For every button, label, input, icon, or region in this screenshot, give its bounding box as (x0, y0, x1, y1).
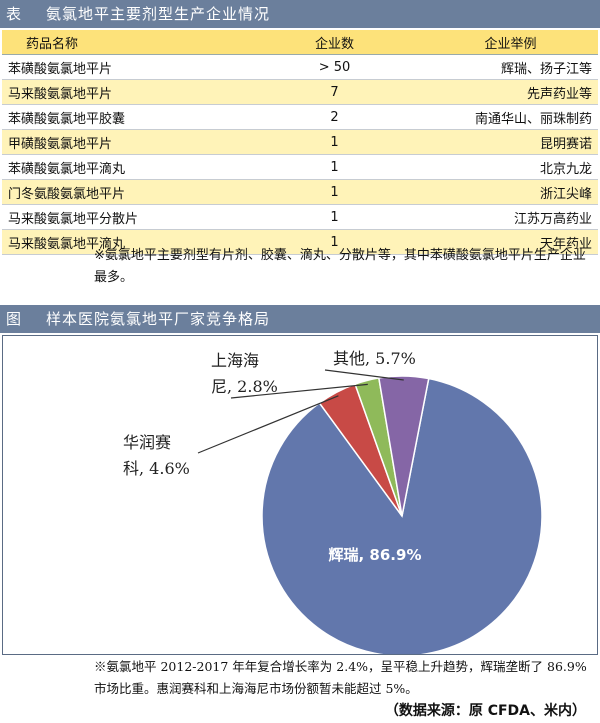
pie-slice-3 (377, 375, 430, 517)
cell-count: > 50 (246, 54, 423, 80)
label-shanghai-line2: 尼, 2.8% (211, 377, 278, 396)
cell-drug: 马来酸氨氯地平分散片 (2, 204, 246, 230)
cell-count: 1 (246, 204, 423, 230)
leader-line-3 (324, 369, 404, 381)
cell-drug: 马来酸氨氯地平滴丸 (2, 229, 246, 255)
leader-line-2 (230, 383, 368, 399)
label-other: 其他, 5.7% (333, 349, 416, 368)
cell-examples: 北京九龙 (423, 154, 598, 180)
table-title: 氨氯地平主要剂型生产企业情况 (46, 5, 271, 23)
cell-examples: 南通华山、丽珠制药 (423, 104, 598, 130)
table-row: 门冬氨酸氨氯地平片 1 浙江尖峰 (2, 179, 598, 205)
col-header-drug: 药品名称 (2, 30, 246, 55)
table-row: 甲磺酸氨氯地平片 1 昆明赛诺 (2, 129, 598, 155)
pie-slice-0 (261, 377, 543, 657)
table-row: 苯磺酸氨氯地平胶囊 2 南通华山、丽珠制药 (2, 104, 598, 130)
cell-drug: 苯磺酸氨氯地平滴丸 (2, 154, 246, 180)
cell-drug: 马来酸氨氯地平片 (2, 79, 246, 105)
pie-chart: 辉瑞, 86.9% 华润赛 科, 4.6% 上海海 尼, 2.8% 其他, 5.… (123, 349, 543, 657)
table-row: 苯磺酸氨氯地平滴丸 1 北京九龙 (2, 154, 598, 180)
cell-count: 2 (246, 104, 423, 130)
cell-examples: 浙江尖峰 (423, 179, 598, 205)
cell-examples: 昆明赛诺 (423, 129, 598, 155)
cell-count: 1 (246, 154, 423, 180)
chart-title: 样本医院氨氯地平厂家竞争格局 (46, 310, 271, 328)
cell-count: 1 (246, 129, 423, 155)
col-header-count: 企业数 (246, 30, 423, 55)
table-row: 马来酸氨氯地平分散片 1 江苏万高药业 (2, 204, 598, 230)
cell-count: 1 (246, 229, 423, 255)
label-shanghai-line1: 上海海 (211, 351, 259, 370)
cell-drug: 苯磺酸氨氯地平胶囊 (2, 104, 246, 130)
chart-frame: 辉瑞, 86.9% 华润赛 科, 4.6% 上海海 尼, 2.8% 其他, 5.… (2, 335, 598, 657)
cell-count: 7 (246, 79, 423, 105)
cell-examples: 天年药业 (423, 229, 598, 255)
cell-drug: 门冬氨酸氨氯地平片 (2, 179, 246, 205)
cell-examples: 江苏万高药业 (423, 204, 598, 230)
table-header-row: 药品名称 企业数 企业举例 (2, 30, 598, 55)
table-row: 马来酸氨氯地平片 7 先声药业等 (2, 79, 598, 105)
cell-examples: 先声药业等 (423, 79, 598, 105)
cell-drug: 苯磺酸氨氯地平片 (2, 54, 246, 80)
chart-title-bar: 图 样本医院氨氯地平厂家竞争格局 (0, 305, 600, 333)
table-title-bar: 表 氨氯地平主要剂型生产企业情况 (0, 0, 600, 28)
table-note: ※氨氯地平主要剂型有片剂、胶囊、滴丸、分散片等，其中苯磺酸氨氯地平片生产企业最多… (94, 248, 586, 285)
cell-count: 1 (246, 179, 423, 205)
cell-drug: 甲磺酸氨氯地平片 (2, 129, 246, 155)
label-huarun-line2: 科, 4.6% (123, 459, 190, 478)
enterprise-table: 药品名称 企业数 企业举例 苯磺酸氨氯地平片 > 50 辉瑞、扬子江等 马来酸氨… (2, 30, 598, 255)
data-source: （数据来源：原 CFDA、米内） (384, 703, 586, 719)
table-row: 苯磺酸氨氯地平片 > 50 辉瑞、扬子江等 (2, 54, 598, 80)
label-pfizer: 辉瑞, 86.9% (329, 546, 422, 564)
table-tag: 表 (6, 5, 23, 23)
leader-line-1 (197, 395, 339, 454)
cell-examples: 辉瑞、扬子江等 (423, 54, 598, 80)
table-row: 马来酸氨氯地平滴丸 1 天年药业 (2, 229, 598, 255)
chart-note: ※氨氯地平 2012-2017 年年复合增长率为 2.4%，呈平稳上升趋势，辉瑞… (94, 659, 587, 696)
label-huarun-line1: 华润赛 (123, 433, 171, 452)
col-header-examples: 企业举例 (423, 30, 598, 55)
chart-tag: 图 (6, 310, 23, 328)
